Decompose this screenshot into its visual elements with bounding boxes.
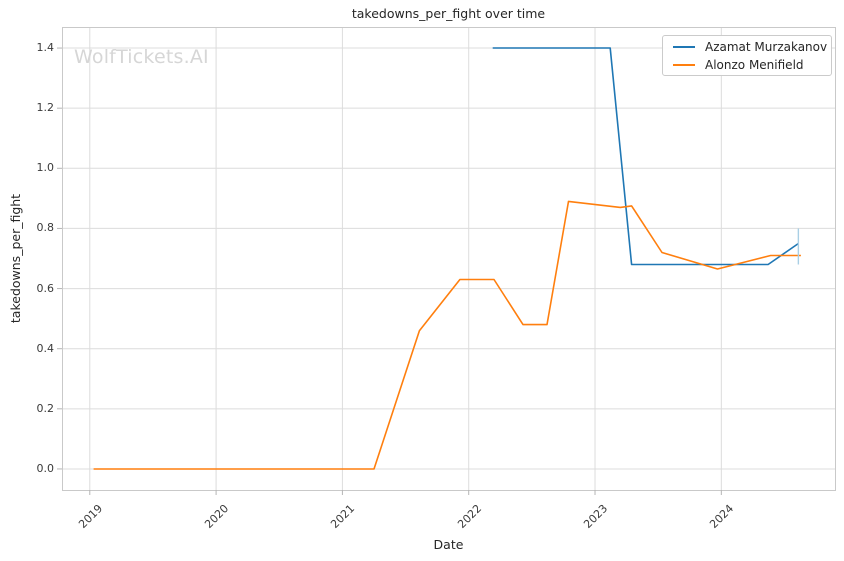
y-tick-label: 1.4 xyxy=(36,41,55,55)
chart-title: takedowns_per_fight over time xyxy=(351,6,546,21)
plot-border xyxy=(62,27,836,491)
x-axis-label: Date xyxy=(433,537,464,552)
legend-label: Azamat Murzakanov xyxy=(705,39,828,54)
y-tick-label: 0.8 xyxy=(36,221,55,235)
gridlines xyxy=(62,27,835,490)
legend-line-sample-blue xyxy=(673,45,695,48)
legend-label: Alonzo Menifield xyxy=(705,57,804,72)
series-line-0 xyxy=(492,47,799,266)
y-tick-label: 0.2 xyxy=(36,401,55,415)
y-tick-label: 0.4 xyxy=(36,341,55,355)
axis-tick-marks xyxy=(57,47,722,495)
legend-item-azamat-murzakanov: Azamat Murzakanov xyxy=(673,39,828,54)
legend: Azamat Murzakanov Alonzo Menifield xyxy=(662,35,832,76)
series-lines xyxy=(93,47,801,470)
y-tick-label: 0.0 xyxy=(36,461,55,475)
y-tick-label: 1.0 xyxy=(36,161,55,175)
legend-item-alonzo-menifield: Alonzo Menifield xyxy=(673,58,825,72)
watermark: WolfTickets.AI xyxy=(74,46,209,68)
y-tick-label: 0.6 xyxy=(36,281,55,295)
y-tick-label: 1.2 xyxy=(36,101,55,115)
series-line-1 xyxy=(93,200,801,470)
y-axis-label: takedowns_per_fight xyxy=(8,193,24,324)
legend-line-sample-orange xyxy=(673,63,695,66)
y-axis-label-wrap: takedowns_per_fight xyxy=(3,27,29,490)
